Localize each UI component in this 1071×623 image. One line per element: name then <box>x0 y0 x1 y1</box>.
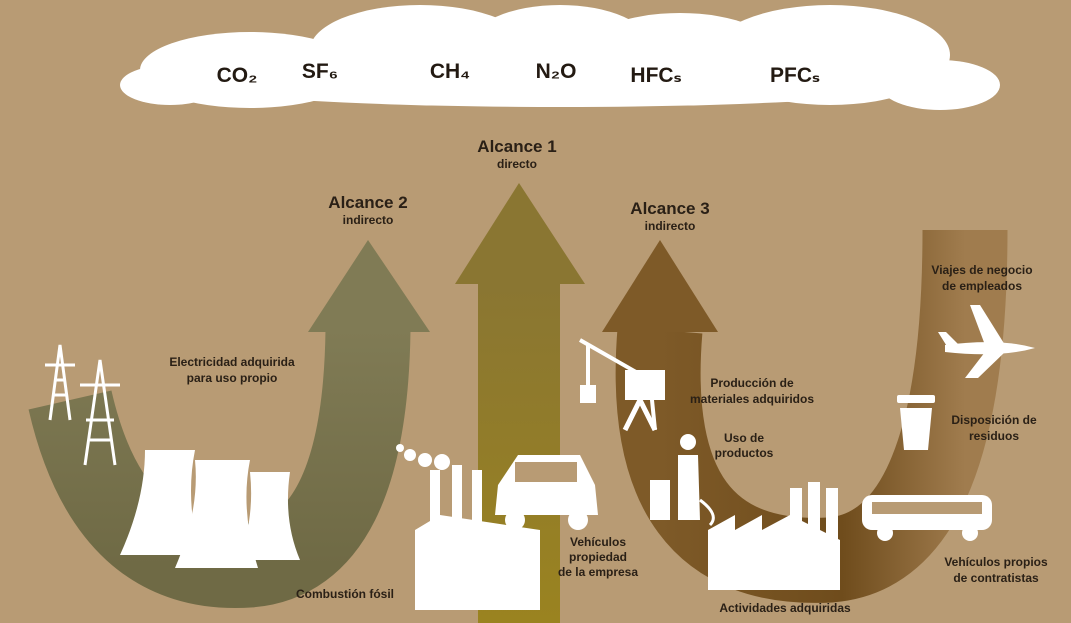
label-line: Viajes de negocio <box>931 263 1032 277</box>
scope-subtitle: directo <box>497 157 537 171</box>
crane <box>579 338 665 432</box>
label-line: Vehículos <box>570 535 626 549</box>
scope-subtitle: indirecto <box>645 219 696 233</box>
label-combustion: Combustión fósil <box>296 587 394 601</box>
person-worker <box>650 434 715 527</box>
gas-label: SF₆ <box>302 60 338 83</box>
gas-label: N₂O <box>536 60 577 83</box>
car <box>495 455 598 530</box>
label-contractor-vehicles: Vehículos propios de contratistas <box>944 555 1048 585</box>
scope-subtitle: indirecto <box>343 213 394 227</box>
label-line: Combustión fósil <box>296 587 394 601</box>
label-line: de empleados <box>942 279 1022 293</box>
label-line: de contratistas <box>953 571 1039 585</box>
cloud <box>120 5 1000 110</box>
label-line: productos <box>715 446 774 460</box>
label-line: materiales adquiridos <box>690 392 814 406</box>
bus <box>862 495 992 541</box>
gas-label: CH₄ <box>430 60 470 83</box>
label-electricity: Electricidad adquirida para uso propio <box>169 355 295 385</box>
label-line: residuos <box>969 429 1019 443</box>
label-activities: Actividades adquiridas <box>719 601 851 615</box>
scope-title: Alcance 2 <box>328 193 407 212</box>
label-line: propiedad <box>569 550 627 564</box>
gas-label: PFCₛ <box>770 64 820 87</box>
gas-label: CO₂ <box>217 64 258 87</box>
power-pylons <box>45 344 120 466</box>
label-travel: Viajes de negocio de empleados <box>931 263 1032 293</box>
gas-label: HFCₛ <box>630 64 681 87</box>
label-line: Uso de <box>724 431 764 445</box>
label-line: Vehículos propios <box>944 555 1048 569</box>
airplane <box>938 305 1035 378</box>
trash-can <box>897 395 935 450</box>
label-line: Producción de <box>710 376 794 390</box>
label-line: Actividades adquiridas <box>719 601 851 615</box>
scope-title: Alcance 1 <box>477 137 556 156</box>
label-company-vehicles: Vehículos propiedad de la empresa <box>558 535 638 579</box>
label-line: Disposición de <box>951 413 1037 427</box>
label-line: Electricidad adquirida <box>169 355 295 369</box>
label-waste: Disposición de residuos <box>951 413 1037 443</box>
label-line: de la empresa <box>558 565 638 579</box>
label-materials: Producción de materiales adquiridos <box>690 376 814 406</box>
label-product-use: Uso de productos <box>715 431 774 460</box>
cooling-towers <box>120 450 300 568</box>
label-line: para uso propio <box>187 371 278 385</box>
scope-title: Alcance 3 <box>630 199 709 218</box>
gas-labels: CO₂ SF₆ CH₄ N₂O HFCₛ PFCₛ <box>217 60 820 87</box>
factory-smoke <box>396 444 540 610</box>
factory <box>708 482 840 590</box>
